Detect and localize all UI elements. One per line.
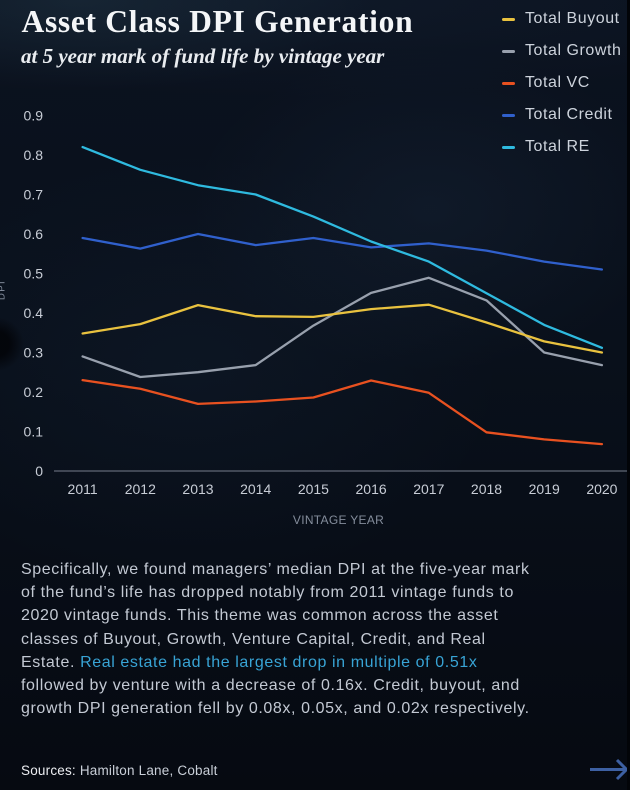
svg-text:0.2: 0.2 (24, 384, 44, 400)
svg-text:2018: 2018 (471, 481, 502, 497)
svg-text:2017: 2017 (413, 481, 444, 497)
svg-text:2014: 2014 (240, 481, 271, 497)
svg-text:2012: 2012 (125, 481, 156, 497)
svg-text:0.9: 0.9 (24, 108, 44, 124)
svg-text:0.6: 0.6 (24, 226, 44, 242)
svg-text:VINTAGE YEAR: VINTAGE YEAR (293, 513, 384, 527)
svg-text:DPI: DPI (0, 280, 8, 300)
svg-text:2013: 2013 (182, 481, 213, 497)
svg-text:0.7: 0.7 (24, 187, 44, 203)
svg-text:0: 0 (35, 463, 43, 479)
svg-text:2015: 2015 (298, 481, 329, 497)
svg-text:0.8: 0.8 (24, 147, 44, 163)
svg-text:2019: 2019 (529, 481, 560, 497)
svg-text:2011: 2011 (68, 481, 98, 497)
svg-text:0.5: 0.5 (24, 266, 44, 282)
svg-text:2016: 2016 (356, 481, 387, 497)
svg-text:0.1: 0.1 (24, 424, 44, 440)
svg-text:0.4: 0.4 (24, 305, 44, 321)
svg-text:0.3: 0.3 (24, 345, 44, 361)
svg-text:2020: 2020 (586, 481, 617, 497)
